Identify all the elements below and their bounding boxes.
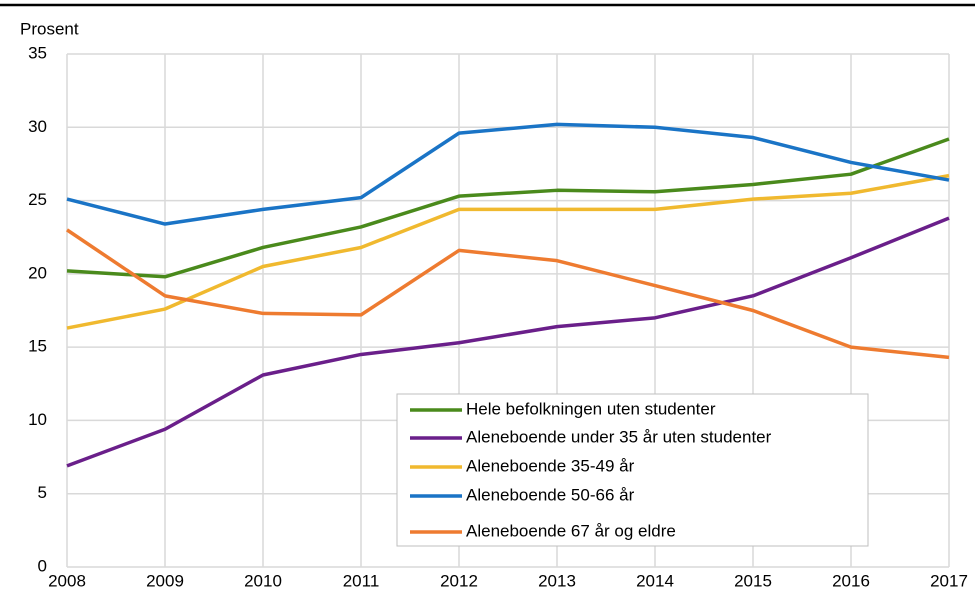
series-line: [66, 173, 950, 330]
x-tick-label: 2016: [832, 571, 870, 590]
legend-label: Aleneboende 50-66 år: [466, 485, 635, 504]
series-line: [66, 122, 950, 226]
y-tick-label: 5: [38, 483, 47, 502]
y-tick-label: 10: [28, 410, 47, 429]
x-tick-label: 2011: [343, 571, 380, 590]
x-tick-label: 2012: [440, 571, 478, 590]
series-line: [66, 137, 950, 279]
y-tick-label: 0: [38, 556, 47, 575]
y-tick-label: 35: [28, 43, 47, 62]
legend-label: Hele befolkningen uten studenter: [466, 399, 716, 418]
y-tick-label: 25: [28, 190, 47, 209]
legend-label: Aleneboende 67 år og eldre: [466, 521, 676, 540]
x-tick-label: 2008: [48, 571, 86, 590]
x-tick-label: 2015: [734, 571, 772, 590]
x-tick-label: 2013: [538, 571, 576, 590]
series-line: [66, 228, 950, 360]
x-tick-label: 2010: [244, 571, 282, 590]
legend-label: Aleneboende 35-49 år: [466, 456, 635, 475]
x-tick-label: 2009: [146, 571, 184, 590]
x-tick-label: 2017: [930, 571, 968, 590]
x-tick-label: 2014: [636, 571, 674, 590]
y-tick-label: 30: [28, 117, 47, 136]
legend-box: [396, 393, 869, 547]
y-tick-label: 15: [28, 337, 47, 356]
series-line: [66, 216, 950, 468]
y-axis-label: Prosent: [20, 19, 79, 38]
y-tick-label: 20: [28, 263, 47, 282]
legend-label: Aleneboende under 35 år uten studenter: [466, 427, 772, 446]
